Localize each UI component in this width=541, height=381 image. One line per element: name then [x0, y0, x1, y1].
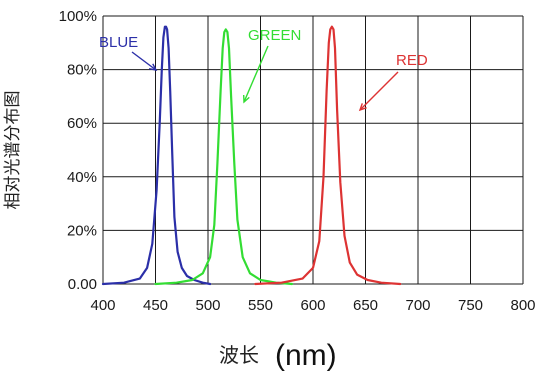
series-line-blue	[101, 25, 212, 286]
x-tick-label-8: 800	[510, 297, 535, 314]
grid	[102, 15, 524, 285]
y-tick-label-3: 60%	[67, 115, 97, 132]
arrow-green-head	[242, 94, 250, 104]
y-axis-label: 相对光谱分布图	[3, 91, 23, 210]
arrow-red-head	[358, 103, 367, 112]
x-tick-label-5: 650	[353, 297, 378, 314]
arrow-red	[359, 71, 399, 111]
y-tick-label-1: 20%	[67, 222, 97, 239]
arrow-blue	[131, 51, 157, 71]
y-tick-labels: 0.00 20% 40% 60% 80% 100%	[59, 8, 97, 293]
arrow-blue-head	[148, 63, 158, 71]
annotations: BLUE GREEN RED	[99, 27, 428, 69]
x-tick-label-3: 550	[248, 297, 273, 314]
y-tick-label-0: 0.00	[68, 276, 97, 293]
y-tick-label-2: 40%	[67, 169, 97, 186]
annotation-blue: BLUE	[99, 34, 138, 51]
series-line-red	[254, 25, 402, 286]
series-lines	[101, 25, 402, 286]
y-tick-label-4: 80%	[67, 62, 97, 79]
annotation-arrows	[131, 45, 399, 112]
x-tick-label-2: 500	[195, 297, 220, 314]
x-tick-label-4: 600	[300, 297, 325, 314]
x-axis-label: 波长	[219, 343, 259, 367]
arrow-green	[243, 45, 269, 103]
x-tick-label-7: 750	[458, 297, 483, 314]
x-tick-label-0: 400	[90, 297, 115, 314]
x-tick-labels: 400 450 500 550 600 650 700 750 800	[90, 297, 535, 314]
annotation-green: GREEN	[248, 27, 301, 44]
x-axis-unit: (nm)	[275, 339, 337, 372]
x-tick-label-1: 450	[143, 297, 168, 314]
series-line-green	[154, 28, 294, 286]
x-tick-label-6: 700	[405, 297, 430, 314]
y-tick-label-5: 100%	[59, 8, 97, 25]
annotation-red: RED	[396, 52, 428, 69]
